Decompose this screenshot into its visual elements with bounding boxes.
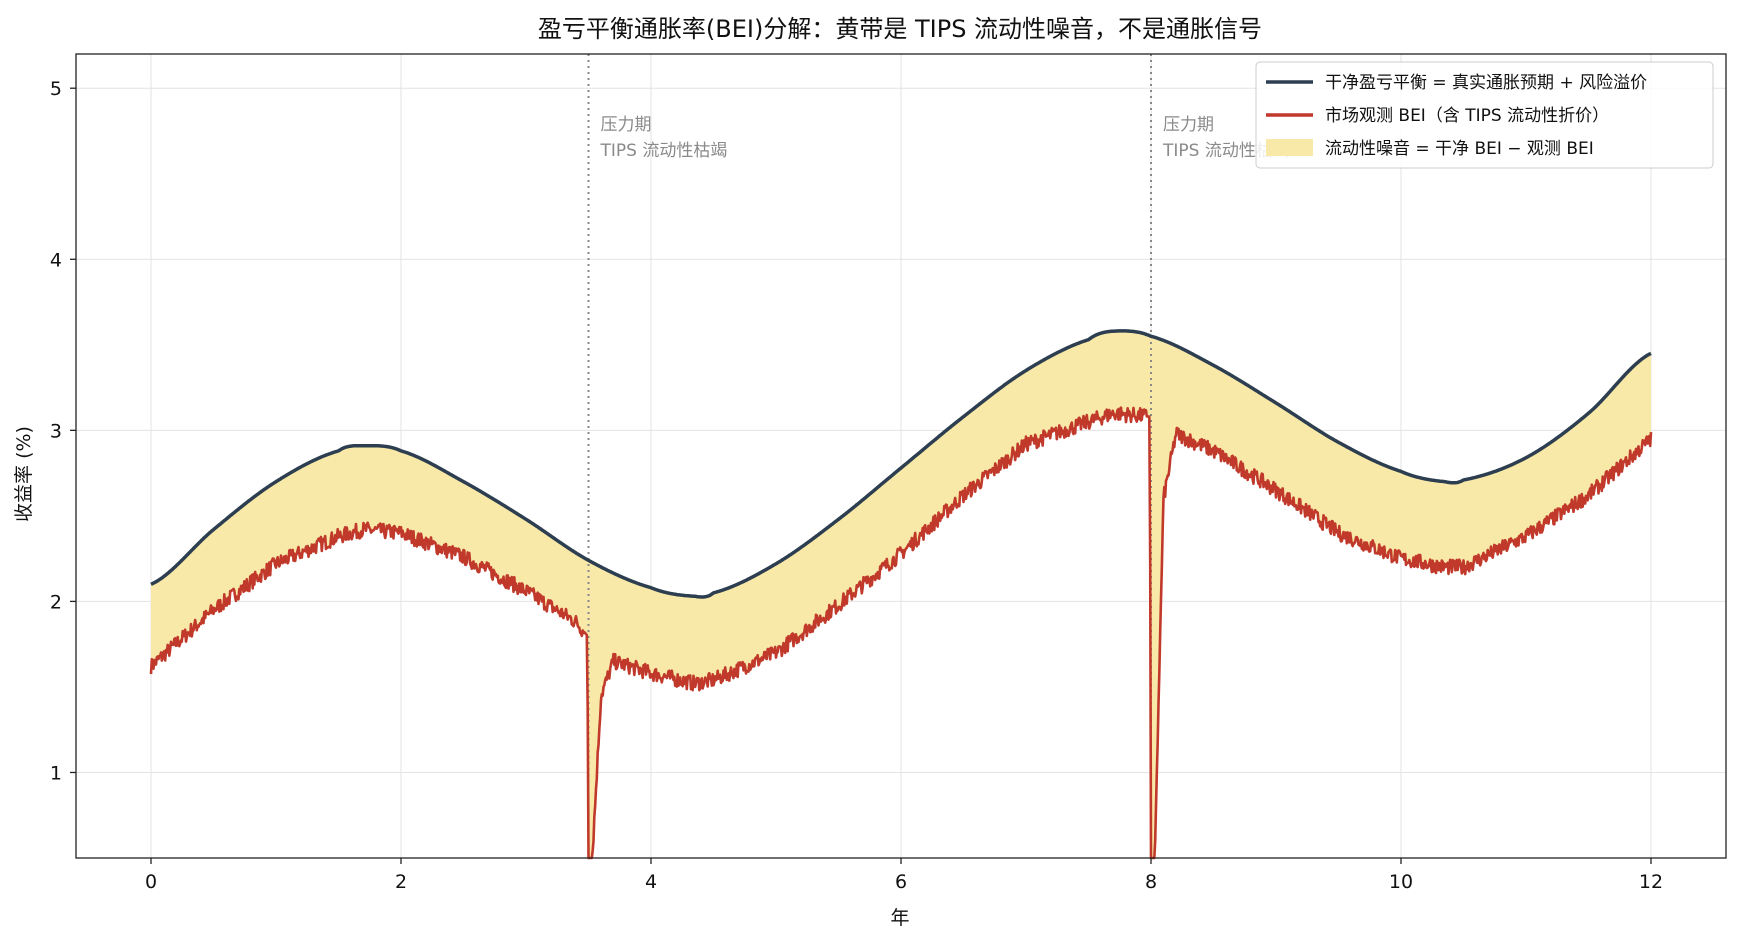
x-tick-label: 8 [1145,871,1157,893]
stress-annotation-text: TIPS 流动性枯竭 [600,141,728,161]
legend: 干净盈亏平衡 = 真实通胀预期 + 风险溢价 市场观测 BEI（含 TIPS 流… [1255,61,1714,169]
y-axis-label: 收益率 (%) [13,426,35,522]
y-tick-label: 1 [50,762,62,784]
legend-box [1255,61,1714,169]
x-axis-label: 年 [890,907,909,929]
x-tick-label: 12 [1639,871,1663,893]
x-tick-label: 0 [145,871,157,893]
x-tick-label: 6 [895,871,907,893]
x-tick-label: 2 [395,871,407,893]
y-tick-label: 5 [50,78,62,100]
y-tick-label: 2 [50,591,62,613]
legend-label-clean: 干净盈亏平衡 = 真实通胀预期 + 风险溢价 [1325,73,1647,93]
noise-band [151,330,1651,858]
y-tick-label: 3 [50,420,62,442]
y-tick-label: 4 [50,249,62,271]
stress-annotation-text: 压力期 [601,115,652,135]
legend-swatch-band [1266,139,1313,156]
legend-label-band: 流动性噪音 = 干净 BEI − 观测 BEI [1325,139,1594,159]
observed-bei-line [149,406,1653,860]
stress-annotation-text: 压力期 [1163,115,1214,135]
legend-label-observed: 市场观测 BEI（含 TIPS 流动性折价） [1325,106,1609,126]
chart-title: 盈亏平衡通胀率(BEI)分解：黄带是 TIPS 流动性噪音，不是通胀信号 [538,15,1262,43]
clean-bei-line [150,329,1652,599]
x-tick-label: 10 [1389,871,1413,893]
x-tick-label: 4 [645,871,657,893]
